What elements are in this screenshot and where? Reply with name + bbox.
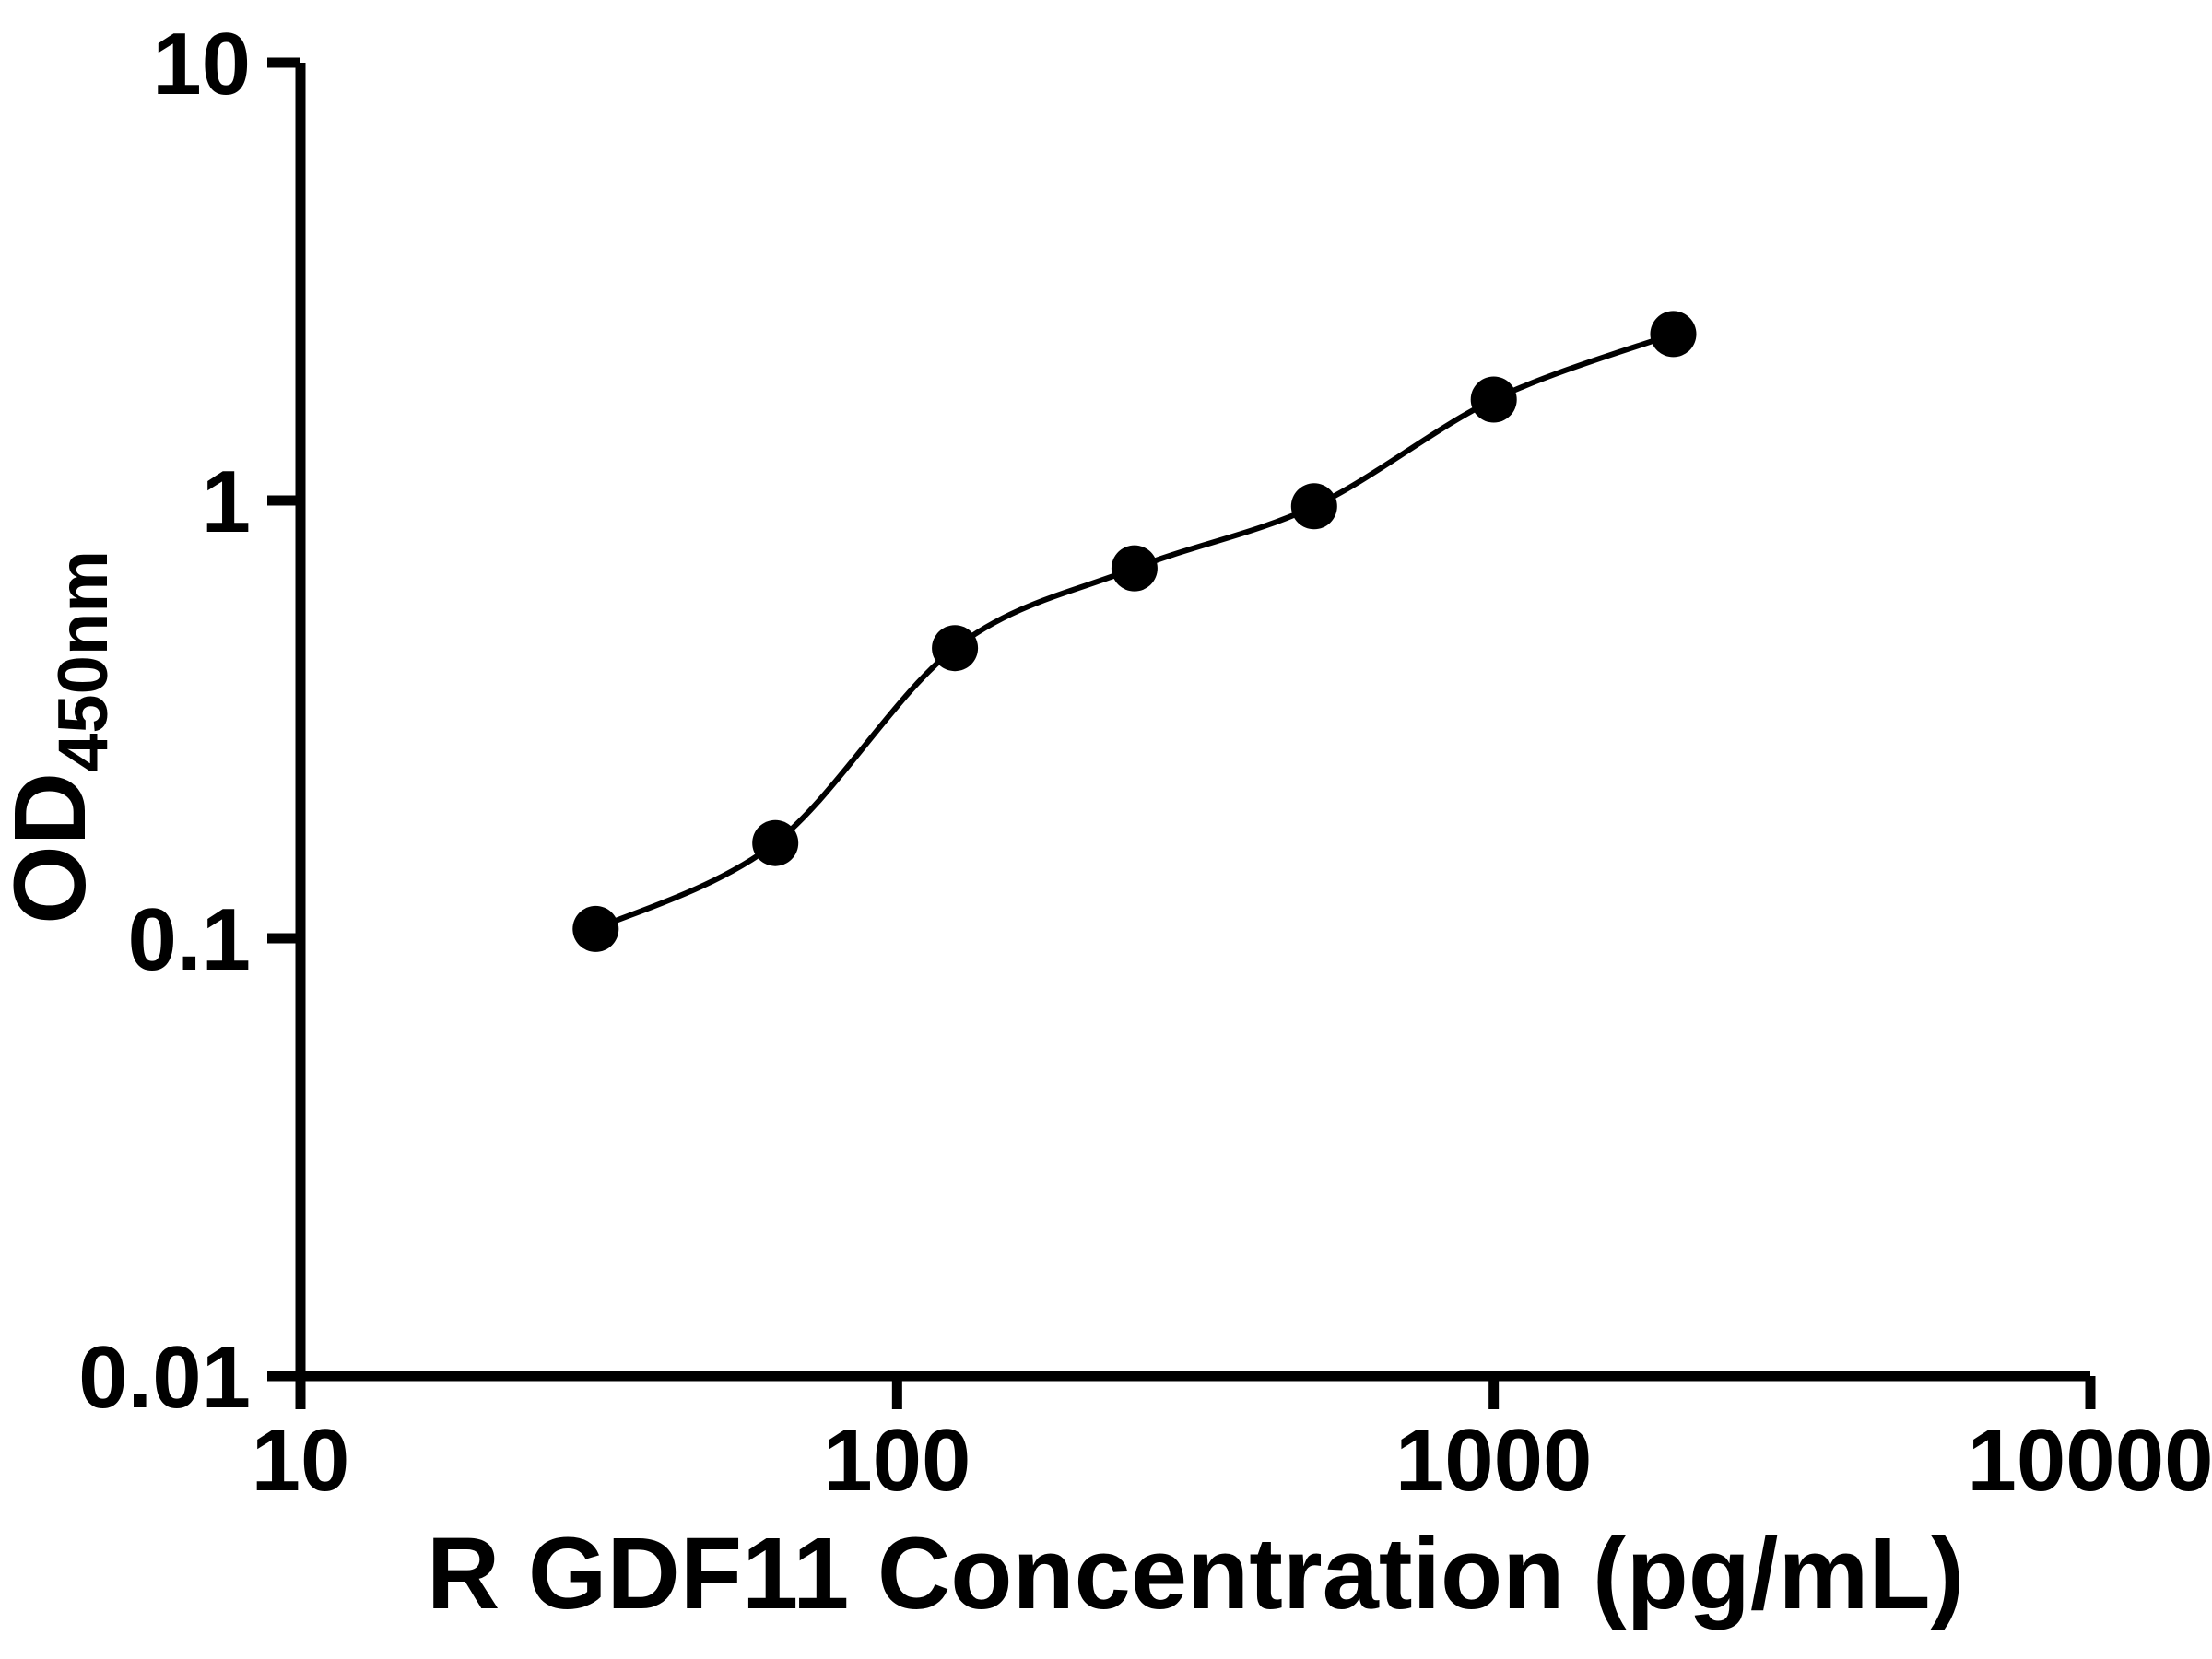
data-point-3 — [932, 625, 979, 672]
x-tick-label: 1000 — [1395, 1411, 1593, 1510]
data-point-7 — [1650, 311, 1697, 358]
x-tick-label: 10000 — [1968, 1411, 2212, 1510]
y-tick-label: 10 — [152, 15, 251, 113]
data-point-4 — [1111, 545, 1158, 592]
data-point-1 — [572, 905, 619, 952]
x-tick-label: 100 — [823, 1411, 971, 1510]
y-tick-label: 0.1 — [128, 890, 251, 989]
x-axis-title: R GDF11 Concentration (pg/mL) — [427, 1517, 1964, 1630]
x-tick-label: 10 — [252, 1411, 350, 1510]
y-tick-label: 0.01 — [78, 1328, 251, 1427]
plot-layer: 10 100 1000 10000 0.01 0.1 1 10 — [78, 15, 2212, 1510]
data-point-6 — [1470, 376, 1517, 423]
y-axis-title-sub: 450nm — [44, 550, 123, 772]
data-point-5 — [1290, 483, 1337, 530]
data-point-2 — [752, 819, 799, 866]
y-tick-label: 1 — [202, 453, 251, 551]
y-axis-title: OD450nm — [0, 550, 123, 924]
y-axis-title-main: OD — [0, 772, 107, 924]
